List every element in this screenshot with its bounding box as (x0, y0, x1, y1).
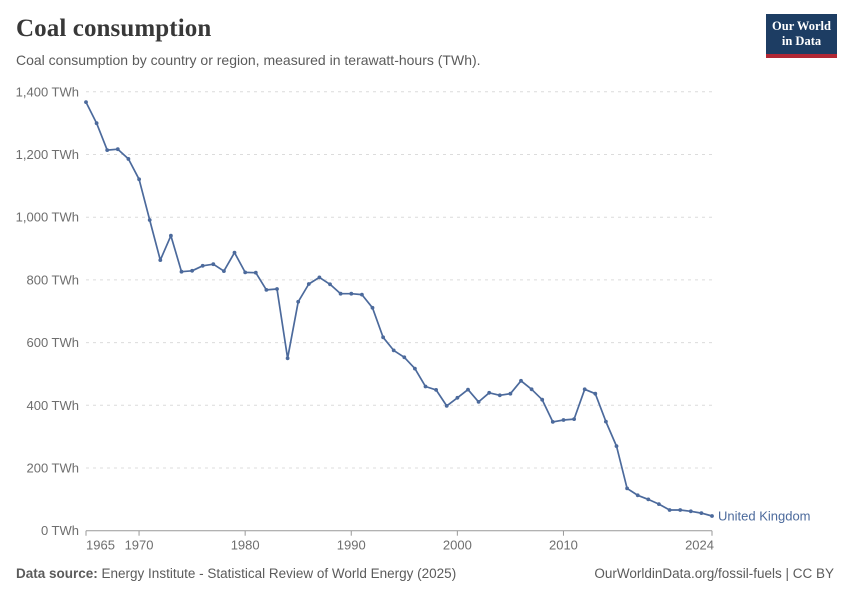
data-point (497, 393, 502, 398)
data-point (582, 387, 587, 392)
data-point (105, 148, 110, 153)
data-point (466, 387, 470, 392)
x-tick-label: 1980 (231, 538, 260, 553)
data-point (381, 335, 385, 340)
data-point (646, 497, 651, 502)
data-point (211, 262, 216, 267)
data-point (593, 391, 598, 396)
x-tick-label: 1970 (125, 538, 154, 553)
data-source-text: Energy Institute - Statistical Review of… (97, 566, 457, 581)
y-gridlines (86, 91, 712, 532)
owid-logo[interactable]: Our World in Data (766, 14, 837, 58)
x-tick-label: 2000 (443, 538, 472, 553)
data-point (232, 250, 237, 255)
data-point (550, 420, 555, 424)
data-point (115, 147, 120, 152)
data-point (349, 291, 354, 296)
data-point (455, 395, 460, 400)
x-tick-label: 1990 (337, 538, 366, 553)
chart-subtitle: Coal consumption by country or region, m… (16, 52, 481, 68)
owid-logo-line1: Our World (772, 19, 831, 33)
data-point (413, 366, 417, 371)
data-point (179, 269, 184, 274)
data-point (678, 508, 683, 512)
x-tick-label: 1965 (86, 538, 115, 553)
data-point (158, 258, 163, 262)
data-point (147, 218, 152, 222)
data-point (402, 355, 407, 360)
data-point (222, 269, 226, 273)
data-point (444, 404, 449, 408)
footer-link[interactable]: OurWorldinData.org/fossil-fuels | CC BY (594, 566, 834, 581)
series-points (84, 100, 714, 518)
data-point (200, 263, 205, 268)
page-title: Coal consumption (16, 15, 212, 42)
data-point (688, 509, 693, 514)
data-point (317, 275, 322, 280)
data-point (306, 282, 311, 286)
data-point (699, 511, 704, 515)
data-point (370, 305, 375, 310)
data-point (264, 288, 269, 292)
data-point (667, 508, 672, 512)
data-point (423, 384, 428, 389)
data-point (328, 282, 332, 287)
data-point (126, 157, 131, 161)
data-point (94, 121, 99, 126)
data-point (572, 417, 576, 421)
y-tick-label: 0 TWh (41, 523, 79, 538)
data-point (508, 391, 513, 396)
x-axis: 1965 1970 1980 1990 2000 2010 2024 (85, 530, 714, 553)
data-point (338, 291, 343, 296)
data-source: Data source: Energy Institute - Statisti… (16, 566, 456, 581)
y-tick-label: 400 TWh (26, 398, 79, 413)
chart-footer: Data source: Energy Institute - Statisti… (16, 566, 834, 581)
x-tick-label: 2024 (685, 538, 714, 553)
data-point (625, 486, 629, 491)
entity-label[interactable]: United Kingdom (718, 508, 811, 523)
data-point (540, 397, 545, 402)
data-point (285, 356, 290, 361)
y-tick-label: 1,400 TWh (16, 84, 79, 99)
data-point (243, 270, 248, 275)
data-point (360, 292, 364, 297)
owid-logo-line2: in Data (781, 34, 822, 49)
data-point (434, 388, 438, 392)
data-point (635, 493, 640, 498)
data-point (487, 390, 492, 395)
data-point (190, 268, 195, 273)
y-tick-label: 800 TWh (26, 272, 79, 287)
data-point (253, 270, 258, 275)
data-point (614, 444, 619, 448)
data-point (169, 233, 173, 238)
y-tick-label: 600 TWh (26, 335, 79, 350)
data-point (391, 348, 396, 353)
y-tick-label: 1,000 TWh (16, 210, 79, 225)
data-source-label: Data source: (16, 566, 98, 581)
chart-header: Coal consumption Coal consumption by cou… (16, 14, 750, 69)
data-point (657, 502, 661, 506)
data-point (710, 514, 714, 518)
data-point (519, 378, 523, 383)
data-point (84, 100, 88, 104)
y-tick-label: 200 TWh (26, 461, 79, 476)
data-point (296, 299, 301, 304)
data-point (275, 287, 279, 291)
y-axis-labels: 0 TWh 200 TWh 400 TWh 600 TWh 800 TWh 1,000 T… (16, 84, 79, 538)
data-point (137, 177, 142, 182)
data-point (476, 400, 481, 404)
data-point (529, 387, 534, 392)
data-point (561, 418, 566, 422)
x-tick-label: 2010 (549, 538, 578, 553)
data-point (604, 419, 608, 424)
series-line[interactable] (85, 101, 713, 517)
y-tick-label: 1,200 TWh (16, 147, 79, 162)
